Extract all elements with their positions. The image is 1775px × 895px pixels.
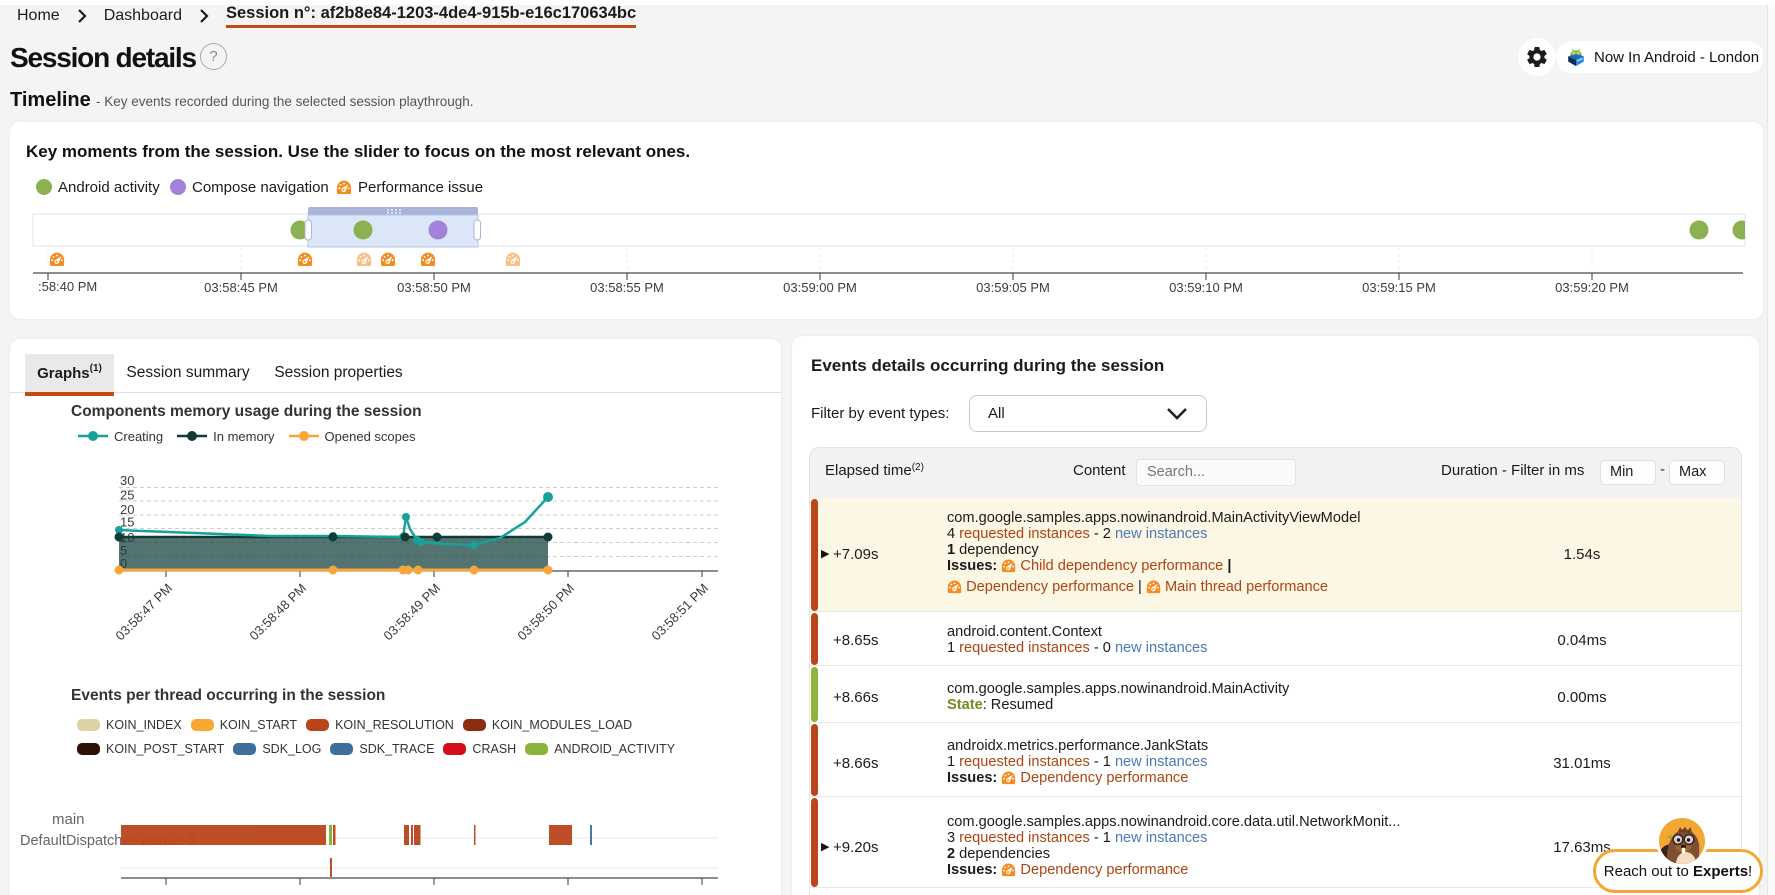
svg-text:03:58:45 PM: 03:58:45 PM bbox=[204, 280, 278, 295]
svg-text:03:59:05 PM: 03:59:05 PM bbox=[976, 280, 1050, 295]
svg-text:03:58:51 PM: 03:58:51 PM bbox=[648, 581, 711, 644]
svg-text:Android activity: Android activity bbox=[58, 179, 160, 196]
svg-text:30: 30 bbox=[120, 473, 134, 488]
svg-text:03:58:50 PM: 03:58:50 PM bbox=[397, 280, 471, 295]
svg-text:03:59:10 PM: 03:59:10 PM bbox=[1169, 280, 1243, 295]
svg-text:03:58:50 PM: 03:58:50 PM bbox=[514, 581, 577, 644]
svg-text::58:40 PM: :58:40 PM bbox=[38, 279, 97, 294]
svg-text:03:58:49 PM: 03:58:49 PM bbox=[380, 581, 443, 644]
svg-text:03:59:00 PM: 03:59:00 PM bbox=[783, 280, 857, 295]
svg-text:20: 20 bbox=[120, 502, 134, 517]
svg-text:03:58:48 PM: 03:58:48 PM bbox=[246, 581, 309, 644]
svg-text:25: 25 bbox=[120, 488, 134, 503]
svg-text:03:58:47 PM: 03:58:47 PM bbox=[112, 581, 175, 644]
svg-text:15: 15 bbox=[120, 515, 134, 530]
svg-text:03:59:20 PM: 03:59:20 PM bbox=[1555, 280, 1629, 295]
svg-text:03:58:55 PM: 03:58:55 PM bbox=[590, 280, 664, 295]
svg-text:03:59:15 PM: 03:59:15 PM bbox=[1362, 280, 1436, 295]
svg-text:Compose navigation: Compose navigation bbox=[192, 179, 329, 196]
svg-text:Performance issue: Performance issue bbox=[358, 179, 483, 196]
